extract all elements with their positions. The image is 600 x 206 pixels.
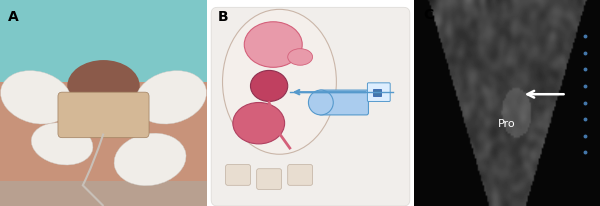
- Ellipse shape: [135, 71, 206, 124]
- Text: A: A: [8, 10, 19, 24]
- Ellipse shape: [1, 71, 72, 124]
- FancyBboxPatch shape: [58, 93, 149, 138]
- Ellipse shape: [31, 123, 93, 165]
- FancyBboxPatch shape: [0, 82, 207, 206]
- FancyBboxPatch shape: [226, 165, 250, 185]
- Ellipse shape: [250, 71, 288, 102]
- FancyBboxPatch shape: [211, 8, 410, 206]
- Ellipse shape: [233, 103, 284, 144]
- Ellipse shape: [223, 10, 337, 154]
- FancyBboxPatch shape: [367, 83, 390, 102]
- Circle shape: [308, 91, 333, 115]
- FancyBboxPatch shape: [0, 0, 207, 93]
- FancyBboxPatch shape: [373, 90, 381, 97]
- FancyBboxPatch shape: [319, 91, 368, 115]
- Text: C: C: [424, 8, 434, 22]
- Ellipse shape: [67, 61, 140, 112]
- Text: Pro: Pro: [498, 119, 516, 129]
- Text: B: B: [217, 10, 228, 24]
- FancyBboxPatch shape: [257, 169, 281, 190]
- FancyBboxPatch shape: [288, 165, 313, 185]
- Ellipse shape: [244, 23, 302, 68]
- Ellipse shape: [288, 49, 313, 66]
- FancyBboxPatch shape: [0, 181, 207, 206]
- Ellipse shape: [114, 133, 186, 186]
